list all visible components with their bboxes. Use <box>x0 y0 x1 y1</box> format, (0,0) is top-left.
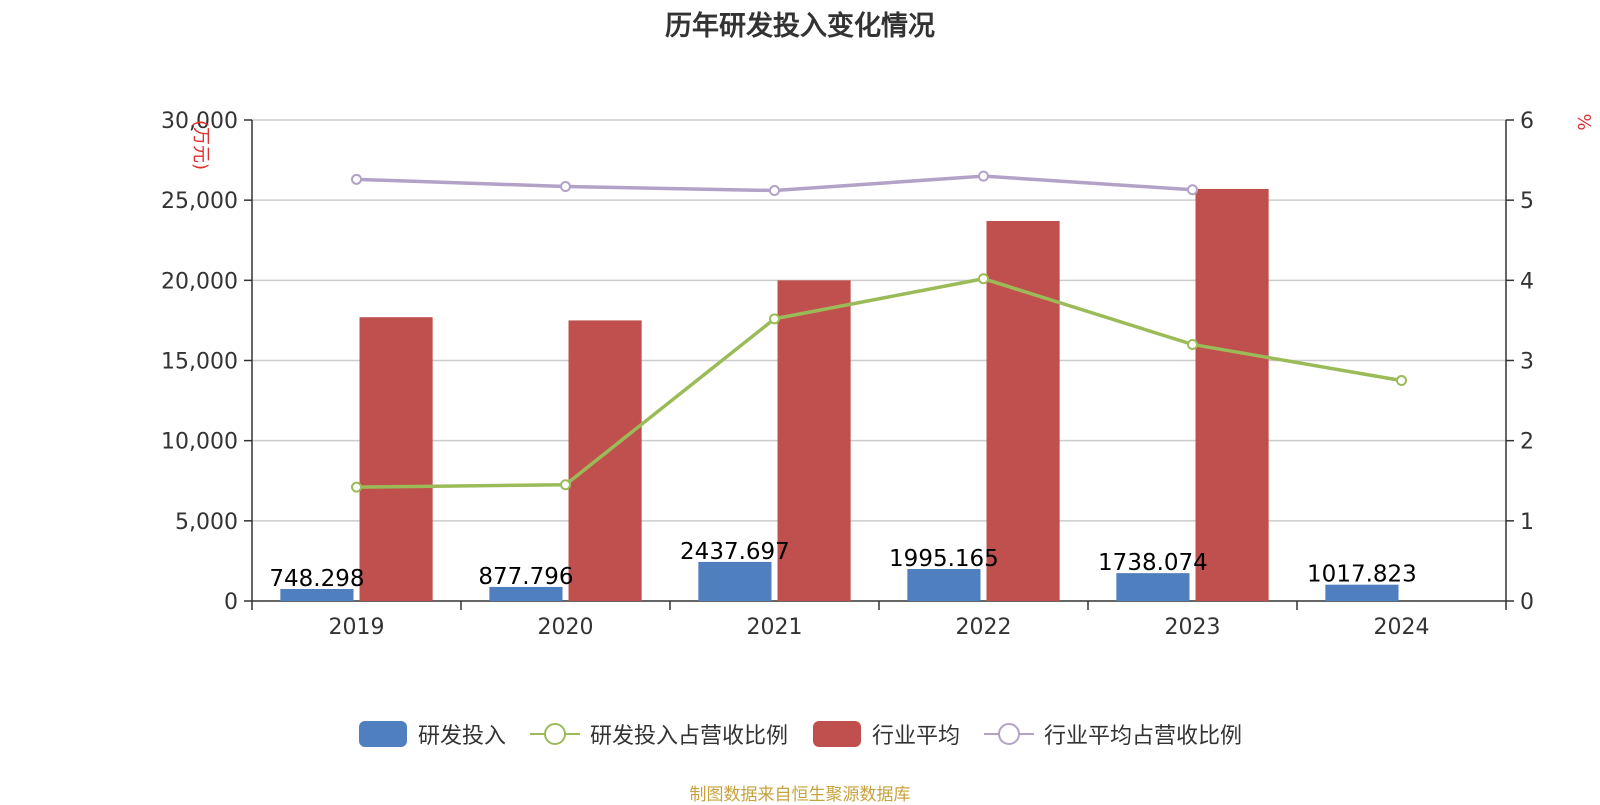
bar-industry-avg <box>986 221 1060 601</box>
y-left-tick-label: 5,000 <box>175 510 238 535</box>
bar-data-label: 1017.823 <box>1307 562 1417 588</box>
legend-label: 研发投入占营收比例 <box>589 724 788 749</box>
bar-data-label: 1738.074 <box>1098 550 1208 576</box>
bar-rd-spend <box>907 569 981 601</box>
legend-label: 研发投入 <box>417 724 506 749</box>
y-right-tick-label: 3 <box>1520 350 1534 375</box>
y-right-tick-label: 4 <box>1520 269 1534 294</box>
legend-bar-swatch-red <box>813 721 861 747</box>
legend-label: 行业平均 <box>872 724 961 749</box>
x-tick-label: 2022 <box>956 615 1012 640</box>
y-right-tick-label: 2 <box>1520 430 1534 455</box>
bar-rd-spend <box>698 561 772 601</box>
y-left-tick-label: 25,000 <box>161 189 238 214</box>
y-left-tick-label: 0 <box>224 590 238 615</box>
x-tick-label: 2020 <box>538 615 594 640</box>
y-left-tick-label: 20,000 <box>161 269 238 294</box>
bar-data-label: 748.298 <box>269 566 364 592</box>
chart-plot: 0 5,000 10,000 15,000 20,000 25,000 30,000 0 1 2 3… <box>161 109 1594 640</box>
y-left-axis-label: (万元) <box>190 120 211 170</box>
y-right-axis-label: % <box>1573 113 1594 130</box>
legend-item-rd-spend[interactable]: 研发投入 <box>358 718 506 750</box>
bar-data-label: 2437.697 <box>680 539 790 565</box>
x-tick-label: 2019 <box>329 615 385 640</box>
y-right-tick-label: 5 <box>1520 189 1534 214</box>
bar-industry-avg <box>1195 188 1269 601</box>
y-right-tick-label: 1 <box>1520 510 1534 535</box>
legend-line-swatch-purple <box>984 723 1035 745</box>
point-rd-ratio <box>978 273 989 285</box>
point-industry-ratio <box>769 185 780 197</box>
point-rd-ratio <box>769 313 780 325</box>
point-rd-ratio <box>351 481 362 493</box>
point-industry-ratio <box>978 170 989 182</box>
x-tick-label: 2023 <box>1165 615 1221 640</box>
line-rd-ratio <box>356 276 1402 489</box>
legend-item-rd-ratio[interactable]: 研发投入占营收比例 <box>529 718 788 750</box>
legend-line-swatch-green <box>529 723 580 745</box>
point-rd-ratio <box>1396 375 1407 387</box>
bar-industry-avg <box>777 280 851 601</box>
source-note: 制图数据来自恒生聚源数据库 <box>689 785 911 805</box>
legend-label: 行业平均占营收比例 <box>1044 724 1243 749</box>
bar-rd-spend <box>489 586 563 601</box>
point-industry-ratio <box>1187 184 1198 196</box>
y-left-tick-label: 10,000 <box>161 430 238 455</box>
point-rd-ratio <box>1187 338 1198 350</box>
bar-data-label: 1995.165 <box>889 546 999 572</box>
x-tick-label: 2021 <box>747 615 803 640</box>
legend-item-industry-ratio[interactable]: 行业平均占营收比例 <box>984 718 1242 750</box>
bar-industry-avg <box>568 320 642 601</box>
bar-industry-avg <box>359 317 433 601</box>
legend-bar-swatch-blue <box>358 721 407 747</box>
bar-rd-spend <box>280 589 354 601</box>
y-left-tick-label: 30,000 <box>161 109 238 134</box>
y-right-tick-label: 6 <box>1520 109 1534 134</box>
legend-item-industry-avg[interactable]: 行业平均 <box>812 718 960 750</box>
point-rd-ratio <box>560 479 571 491</box>
bar-data-label: 877.796 <box>478 564 573 590</box>
y-left-tick-label: 15,000 <box>161 350 238 375</box>
bar-rd-spend <box>1325 584 1399 601</box>
chart-title: 历年研发投入变化情况 <box>665 11 935 42</box>
point-industry-ratio <box>560 181 571 193</box>
x-tick-label: 2024 <box>1374 615 1430 640</box>
point-industry-ratio <box>351 173 362 185</box>
bar-rd-spend <box>1116 573 1190 601</box>
legend: 研发投入 研发投入占营收比例 行业平均 行业平均占营收比例 <box>0 718 1600 750</box>
y-right-tick-label: 0 <box>1520 590 1534 615</box>
